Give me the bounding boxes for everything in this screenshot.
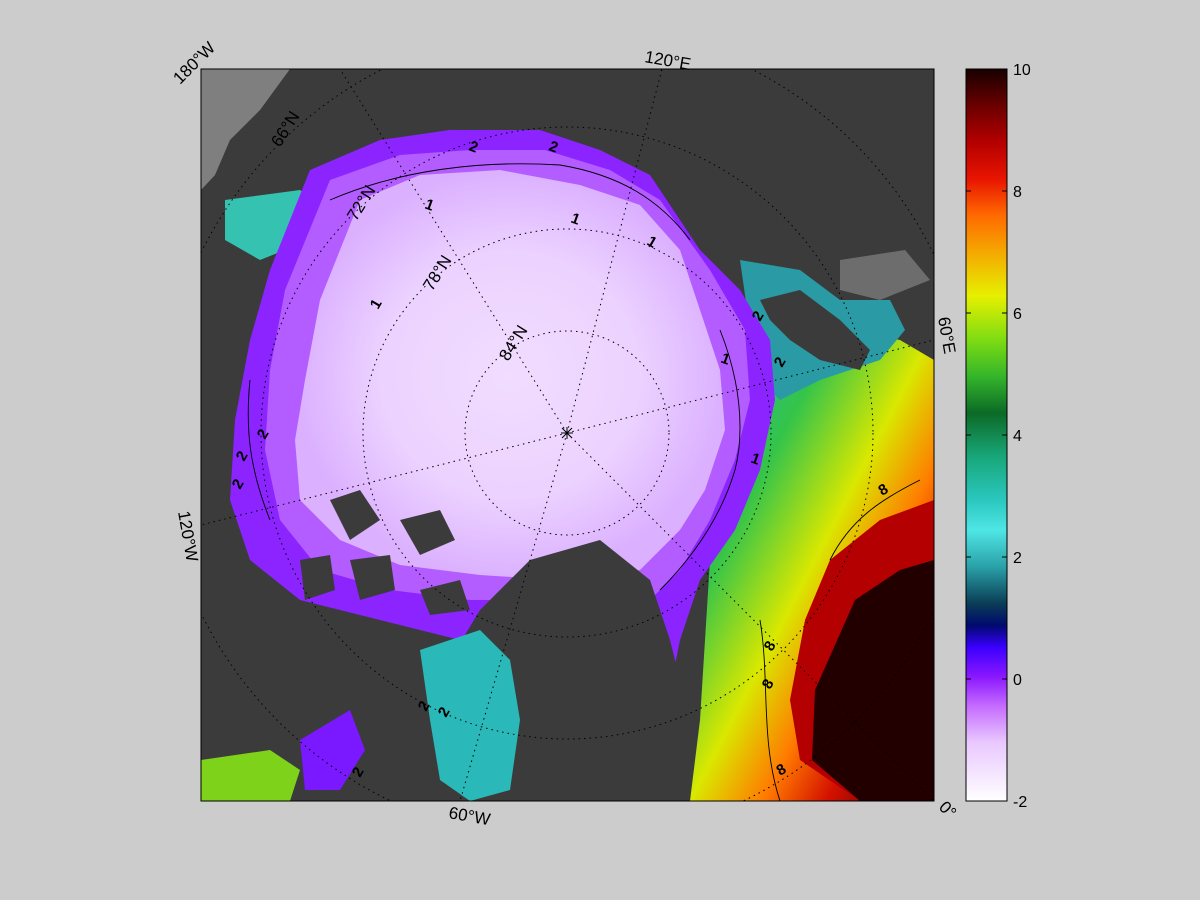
colorbar-tick-label: 0 (1013, 672, 1022, 689)
colorbar-tick-label: 8 (1013, 184, 1022, 201)
longitude-label-0: 0° (935, 797, 960, 822)
siberia-land (600, 69, 934, 260)
graticule (201, 69, 934, 801)
colorbar-tick-label: 6 (1013, 306, 1022, 323)
central-ice-pack (295, 170, 725, 580)
colorbar-tick-label: 4 (1013, 428, 1022, 445)
north-pole-marker (561, 427, 573, 439)
colorbar-gradient (965, 68, 1008, 802)
baffin-bay-water (420, 630, 520, 801)
colorbar-tick-label: 2 (1013, 550, 1022, 567)
baffin-warm-water (201, 750, 300, 801)
missing-data-region (840, 250, 930, 300)
colorbar: 10 8 6 4 2 0 -2 (965, 62, 1031, 811)
contour-lines (247, 163, 921, 801)
archipelago-land (260, 490, 470, 660)
longitude-label-60e: 60°E (934, 315, 959, 355)
colorbar-tick-label: -2 (1013, 794, 1027, 811)
colorbar-ticks: 10 8 6 4 2 0 -2 (966, 62, 1031, 811)
map-border (200, 68, 935, 802)
missing-data-region (201, 69, 290, 190)
longitude-label-60w: 60°W (447, 803, 491, 829)
warmest-water-core (812, 560, 934, 801)
canadian-strait-water (300, 710, 365, 790)
colorbar-tick-label: 10 (1013, 62, 1031, 79)
longitude-label-120w: 120°W (174, 509, 202, 563)
novaya-zemlya-land (760, 290, 870, 370)
